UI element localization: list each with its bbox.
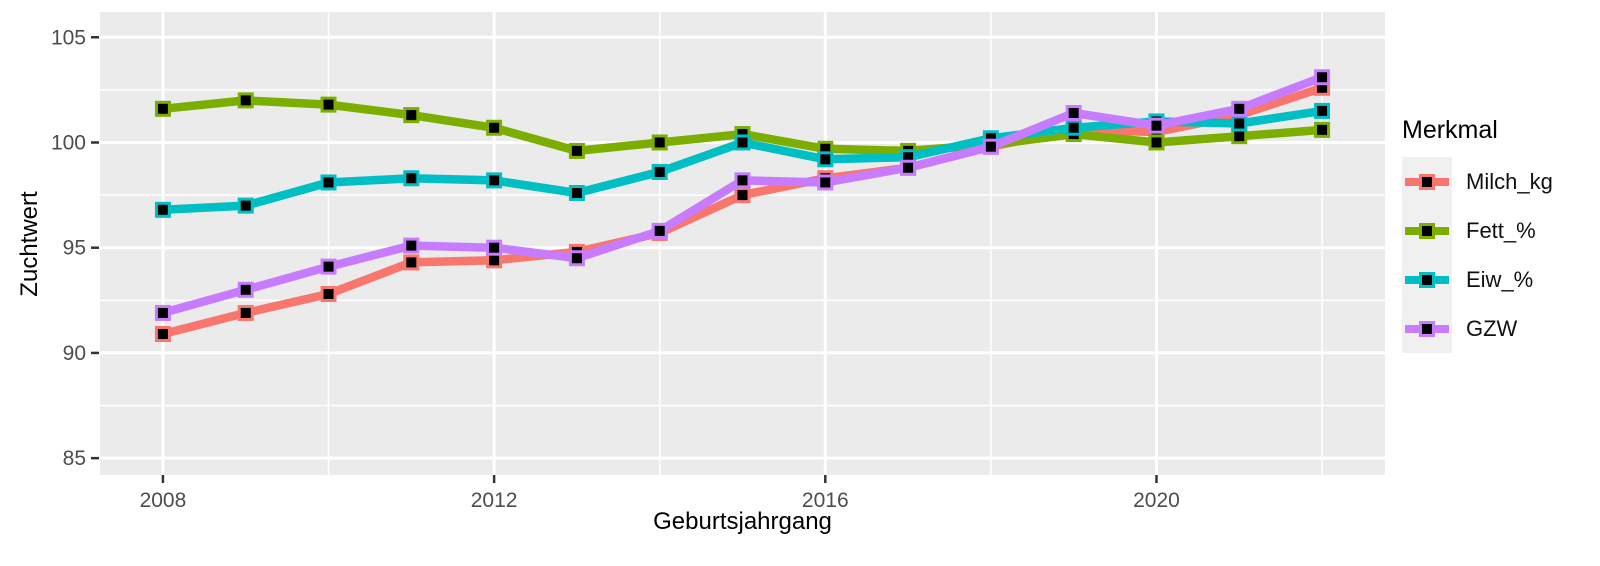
marker-Eiw_%-2010: [320, 174, 337, 191]
x-tick-label-2012: 2012: [471, 489, 518, 512]
marker-Milch_kg-2011: [403, 254, 420, 271]
marker-Eiw_%-2016: [817, 151, 834, 168]
y-tick-label-85: 85: [63, 447, 86, 470]
legend-label-Eiw_%: Eiw_%: [1466, 266, 1534, 292]
legend-label-Milch_kg: Milch_kg: [1466, 168, 1553, 194]
marker-Fett_%-2012: [486, 119, 503, 136]
marker-Fett_%-2021: [1231, 128, 1248, 145]
legend-key-marker-icon: [1419, 222, 1435, 239]
legend-key-marker-icon: [1419, 173, 1435, 190]
marker-GZW-2011: [403, 237, 420, 254]
marker-GZW-2015: [734, 172, 751, 189]
marker-Eiw_%-2022: [1314, 102, 1331, 119]
marker-Milch_kg-2009: [237, 304, 254, 321]
legend-key-marker-icon: [1419, 271, 1435, 288]
marker-GZW-2009: [237, 281, 254, 298]
legend-item-Fett_%: Fett_%: [1402, 206, 1553, 255]
marker-GZW-2013: [568, 250, 585, 267]
marker-Fett_%-2020: [1148, 134, 1165, 151]
marker-Eiw_%-2019: [1065, 119, 1082, 136]
y-tick-label-105: 105: [51, 26, 86, 49]
y-tick-label-100: 100: [51, 131, 86, 154]
marker-GZW-2016: [817, 174, 834, 191]
legend-label-GZW: GZW: [1466, 315, 1518, 341]
marker-Eiw_%-2015: [734, 134, 751, 151]
marker-GZW-2019: [1065, 105, 1082, 122]
legend-item-GZW: GZW: [1402, 304, 1553, 353]
y-tick-label-95: 95: [63, 237, 86, 260]
marker-Eiw_%-2012: [486, 172, 503, 189]
legend-key-Eiw_%: [1402, 255, 1452, 304]
marker-GZW-2021: [1231, 100, 1248, 117]
legend-item-Eiw_%: Eiw_%: [1402, 255, 1553, 304]
legend-item-Milch_kg: Milch_kg: [1402, 157, 1553, 206]
marker-GZW-2018: [982, 138, 999, 155]
marker-GZW-2017: [900, 159, 917, 176]
marker-Eiw_%-2008: [154, 201, 171, 218]
marker-Eiw_%-2021: [1231, 115, 1248, 132]
marker-GZW-2014: [651, 222, 668, 239]
legend: Merkmal Milch_kg Fett_% Eiw_% GZW: [1402, 116, 1553, 353]
marker-Milch_kg-2015: [734, 187, 751, 204]
x-tick-label-2008: 2008: [140, 489, 187, 512]
marker-Fett_%-2022: [1314, 121, 1331, 138]
marker-Fett_%-2013: [568, 142, 585, 159]
marker-Eiw_%-2011: [403, 170, 420, 187]
legend-key-GZW: [1402, 304, 1452, 353]
legend-key-Fett_%: [1402, 206, 1452, 255]
x-axis-title: Geburtsjahrgang: [653, 508, 832, 535]
legend-items: Milch_kg Fett_% Eiw_% GZW: [1402, 157, 1553, 353]
y-tick-label-90: 90: [63, 342, 86, 365]
marker-Fett_%-2010: [320, 96, 337, 113]
marker-Fett_%-2009: [237, 92, 254, 109]
marker-GZW-2020: [1148, 117, 1165, 134]
marker-Fett_%-2008: [154, 100, 171, 117]
marker-Milch_kg-2010: [320, 286, 337, 303]
marker-Fett_%-2011: [403, 107, 420, 124]
marker-GZW-2010: [320, 258, 337, 275]
marker-GZW-2008: [154, 304, 171, 321]
marker-GZW-2012: [486, 239, 503, 256]
legend-key-Milch_kg: [1402, 157, 1452, 206]
marker-Eiw_%-2014: [651, 163, 668, 180]
marker-Milch_kg-2012: [486, 252, 503, 269]
marker-GZW-2022: [1314, 69, 1331, 86]
legend-key-marker-icon: [1419, 320, 1435, 337]
legend-label-Fett_%: Fett_%: [1466, 217, 1536, 243]
marker-Eiw_%-2013: [568, 184, 585, 201]
x-tick-label-2016: 2016: [802, 489, 849, 512]
marker-Eiw_%-2009: [237, 197, 254, 214]
x-tick-label-2020: 2020: [1133, 489, 1180, 512]
marker-Fett_%-2014: [651, 134, 668, 151]
legend-title: Merkmal: [1402, 116, 1498, 144]
marker-Milch_kg-2008: [154, 325, 171, 342]
y-axis-title: Zuchtwert: [16, 191, 43, 297]
